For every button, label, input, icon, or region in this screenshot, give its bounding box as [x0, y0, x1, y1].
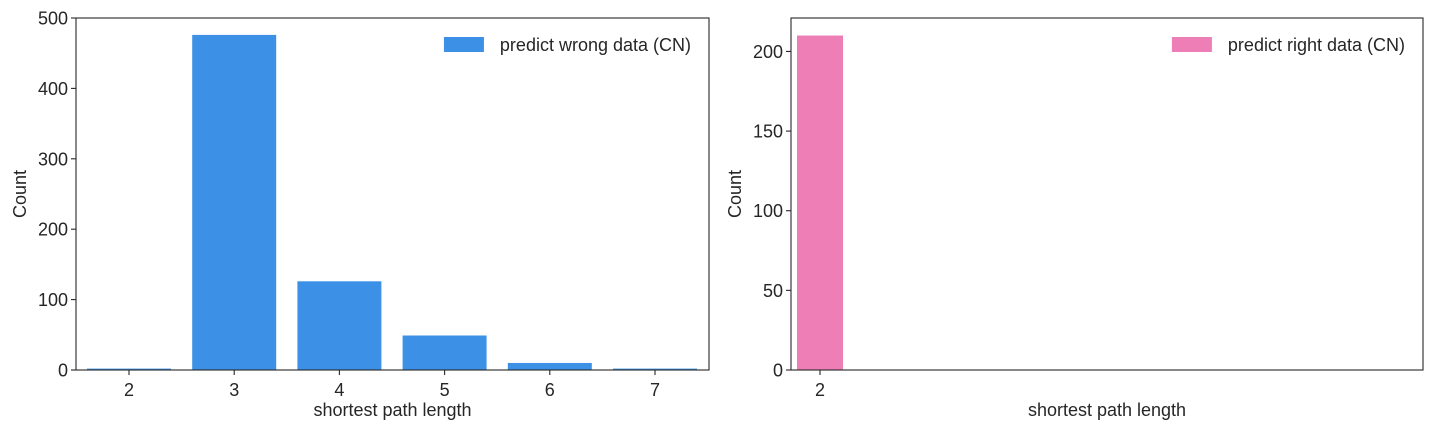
- legend: predict right data (CN): [1171, 35, 1405, 55]
- x-axis-label: shortest path length: [1028, 400, 1186, 420]
- y-tick-label: 100: [38, 290, 68, 310]
- y-tick-label: 500: [38, 9, 68, 29]
- x-tick-label: 5: [440, 380, 450, 400]
- x-tick-label: 3: [229, 380, 239, 400]
- bar-6: [507, 362, 592, 370]
- y-axis-label: Count: [10, 170, 30, 218]
- x-axis-label: shortest path length: [313, 400, 471, 420]
- legend: predict wrong data (CN): [443, 35, 691, 55]
- y-tick-label: 0: [773, 361, 783, 381]
- legend-swatch: [443, 37, 484, 52]
- y-tick-label: 400: [38, 79, 68, 99]
- legend-label: predict right data (CN): [1228, 35, 1405, 55]
- x-tick-label: 6: [545, 380, 555, 400]
- axes-frame: [790, 17, 1424, 371]
- x-tick-label: 4: [334, 380, 344, 400]
- legend-swatch: [1171, 37, 1212, 52]
- y-tick-label: 200: [38, 220, 68, 240]
- bar-chart-svg: 0 100 200 300 400 500 2 3 4 5 6 7 shortest path leng…: [10, 9, 710, 420]
- y-tick-label: 100: [753, 201, 783, 221]
- y-axis-label: Count: [725, 170, 745, 218]
- y-tick-label: 150: [753, 122, 783, 142]
- bar-5: [402, 335, 487, 370]
- y-tick-label: 0: [58, 361, 68, 381]
- y-tick-label: 50: [763, 281, 783, 301]
- x-tick-label: 2: [815, 380, 825, 400]
- x-tick-label: 7: [650, 380, 660, 400]
- chart-predict-right: 0 50 100 150 200 2 shortest path length Count pr…: [720, 0, 1440, 432]
- axes-frame: [75, 17, 710, 371]
- y-tick-label: 200: [753, 42, 783, 62]
- chart-predict-wrong: 0 100 200 300 400 500 2 3 4 5 6 7 shortest path leng…: [10, 9, 710, 420]
- bar-2: [87, 368, 171, 370]
- legend-label: predict wrong data (CN): [500, 35, 691, 55]
- bar-3: [192, 34, 277, 371]
- bar-4: [297, 281, 382, 370]
- bar-chart-svg: 0 50 100 150 200 2 shortest path length Count pr…: [725, 17, 1424, 420]
- x-tick-label: 2: [124, 380, 134, 400]
- bar-7: [613, 368, 697, 370]
- bar-2: [797, 35, 843, 371]
- y-tick-label: 300: [38, 149, 68, 169]
